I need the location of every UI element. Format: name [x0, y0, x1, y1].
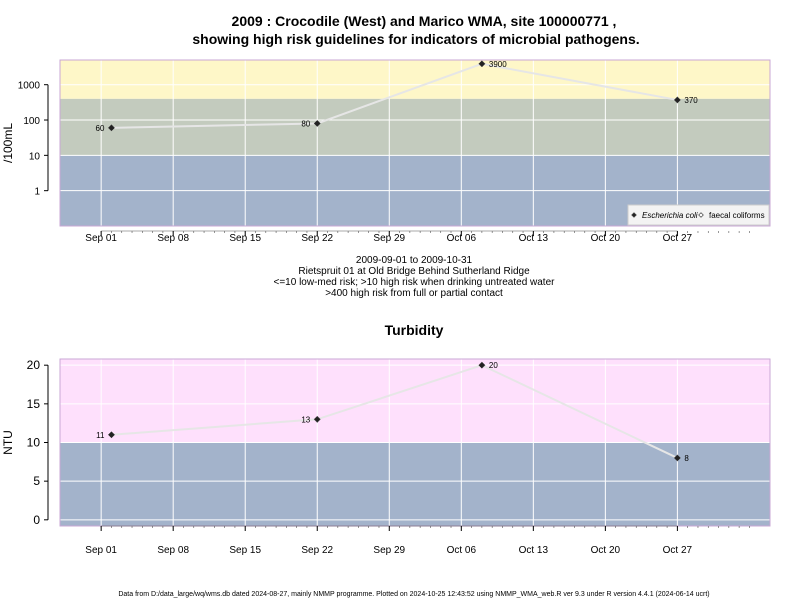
- risk-band-1: [60, 442, 770, 526]
- x-tick-label: Sep 29: [373, 233, 405, 244]
- y-tick-label: 100: [23, 116, 40, 127]
- data-label: 60: [96, 124, 105, 133]
- series-line: [111, 364, 678, 459]
- legend-marker: [698, 212, 704, 218]
- caption-line-4: >400 high risk from full or partial cont…: [325, 288, 503, 299]
- series-line: [111, 62, 678, 129]
- data-point: [107, 124, 116, 132]
- x-tick-label: Oct 06: [447, 233, 477, 244]
- caption-line-2: Rietspruit 01 at Old Bridge Behind Suthe…: [298, 266, 530, 277]
- y-tick-label: 5: [33, 474, 40, 488]
- chart-panel-2: 0 5 10 15 20 NTU Sep 01 Sep 08 Sep 15 Sep 22 Sep 2…: [1, 322, 771, 556]
- x-tick-label: Sep 08: [157, 545, 189, 556]
- data-point: [313, 415, 321, 423]
- x-tick-label: Oct 13: [519, 545, 549, 556]
- caption-line-1: 2009-09-01 to 2009-10-31: [356, 255, 473, 266]
- x-tick-label: Sep 22: [301, 233, 333, 244]
- x-tick-label: Oct 27: [663, 233, 693, 244]
- y-axis-label: NTU: [1, 430, 15, 455]
- y-tick-label: 15: [27, 397, 41, 411]
- legend-marker: [631, 212, 637, 218]
- data-label: 11: [96, 431, 105, 440]
- x-tick-label: Sep 22: [301, 545, 333, 556]
- x-tick-label: Sep 01: [85, 233, 117, 244]
- y-tick-label: 10: [27, 436, 41, 450]
- x-tick-label: Oct 06: [447, 545, 477, 556]
- x-tick-label: Sep 01: [85, 545, 117, 556]
- data-point: [478, 60, 486, 68]
- plot-frame: [59, 59, 771, 227]
- y-tick-label: 10: [29, 151, 41, 162]
- x-tick-label: Oct 27: [663, 545, 693, 556]
- data-label: 13: [301, 415, 310, 424]
- data-point: [673, 96, 681, 104]
- x-tick-label: Oct 20: [591, 233, 621, 244]
- y-tick-label: 1000: [18, 81, 41, 92]
- risk-band-3: [60, 60, 770, 99]
- y-tick-label: 20: [27, 358, 41, 372]
- data-label: 80: [301, 119, 310, 128]
- data-point: [313, 119, 321, 127]
- x-tick-label: Sep 08: [157, 233, 189, 244]
- chart-panel-1: 1 10 100 1000/100mL Sep 01 Sep 08 Sep 15 Sep 22…: [1, 59, 771, 244]
- data-point: [107, 431, 116, 439]
- x-tick-label: Oct 13: [519, 233, 549, 244]
- x-tick-label: Oct 20: [591, 545, 621, 556]
- legend-label: Escherichia coli: [642, 211, 698, 220]
- legend-label: faecal coliforms: [709, 211, 765, 220]
- y-tick-label: 1: [34, 187, 40, 198]
- y-tick-label: 0: [33, 513, 40, 527]
- footer-note: Data from D:/data_large/wq/wms.db dated …: [118, 591, 709, 598]
- panel-title: Turbidity: [385, 322, 444, 338]
- main-title-line1: 2009 : Crocodile (West) and Marico WMA, …: [232, 13, 617, 29]
- y-axis-label: /100mL: [1, 123, 15, 163]
- x-tick-label: Sep 29: [373, 545, 405, 556]
- data-label: 20: [489, 361, 498, 370]
- legend: Escherichia coli faecal coliforms: [627, 204, 770, 226]
- data-label: 3900: [489, 60, 507, 69]
- risk-band-2: [60, 359, 770, 443]
- data-label: 8: [684, 454, 689, 463]
- caption-line-3: <=10 low-med risk; >10 high risk when dr…: [274, 277, 556, 288]
- main-title-line2: showing high risk guidelines for indicat…: [192, 31, 639, 47]
- x-tick-label: Sep 15: [229, 545, 261, 556]
- data-point: [673, 454, 681, 462]
- data-label: 370: [684, 96, 698, 105]
- x-tick-label: Sep 15: [229, 233, 261, 244]
- data-point: [478, 361, 486, 369]
